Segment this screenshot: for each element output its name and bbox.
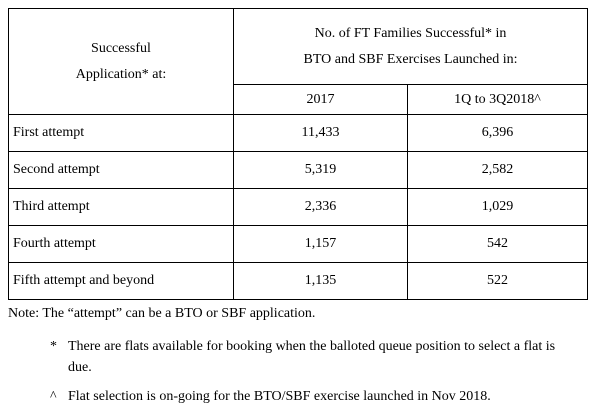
cell-value: 522 [407,262,588,300]
cell-value: 1,135 [233,262,408,300]
header-line: BTO and SBF Exercises Launched in: [303,51,518,67]
cell-value: 1,157 [233,225,408,263]
cell-value: 542 [407,225,588,263]
note-item: * There are flats available for booking w… [50,336,568,378]
note-item: ^ Flat selection is on-going for the BTO/… [50,386,568,407]
cell-value: 2,582 [407,151,588,189]
notes: Note: The “attempt” can be a BTO or SBF … [8,305,593,407]
row-label: First attempt [8,114,234,152]
cell-value: 11,433 [233,114,408,152]
cell-value: 5,319 [233,151,408,189]
group-header: No. of FT Families Successful* in BTO an… [233,7,588,86]
data-row: Fourth attempt 1,157 542 [8,225,588,263]
column-header: 1Q to 3Q2018^ [407,84,588,115]
data-row: Third attempt 2,336 1,029 [8,188,588,226]
note-text: There are flats available for booking wh… [68,339,556,375]
cell-value: 1,029 [407,188,588,226]
cell-value: 2,336 [233,188,408,226]
cell-value: 6,396 [407,114,588,152]
header-line: No. of FT Families Successful* in [314,25,507,41]
note-marker: * [50,339,57,354]
attempt-table: Successful Application* at: No. of FT Fa… [8,7,588,300]
note-text: Flat selection is on-going for the BTO/S… [68,389,491,404]
subheader-row: 2017 1Q to 3Q2018^ [9,84,588,115]
row-label: Fourth attempt [8,225,234,263]
row-label: Second attempt [8,151,234,189]
row-label: Fifth attempt and beyond [8,262,234,300]
column-header: 2017 [233,84,408,115]
row-label: Third attempt [8,188,234,226]
note-intro: Note: The “attempt” can be a BTO or SBF … [8,306,316,321]
data-row: Second attempt 5,319 2,582 [8,151,588,189]
data-row: Fifth attempt and beyond 1,135 522 [8,262,588,300]
header-line: Successful [91,40,151,56]
header-line: Application* at: [75,66,167,82]
data-row: First attempt 11,433 6,396 [8,114,588,152]
note-marker: ^ [50,389,57,404]
header-row: Successful Application* at: No. of FT Fa… [8,7,588,115]
row-label-header: Successful Application* at: [8,8,234,115]
